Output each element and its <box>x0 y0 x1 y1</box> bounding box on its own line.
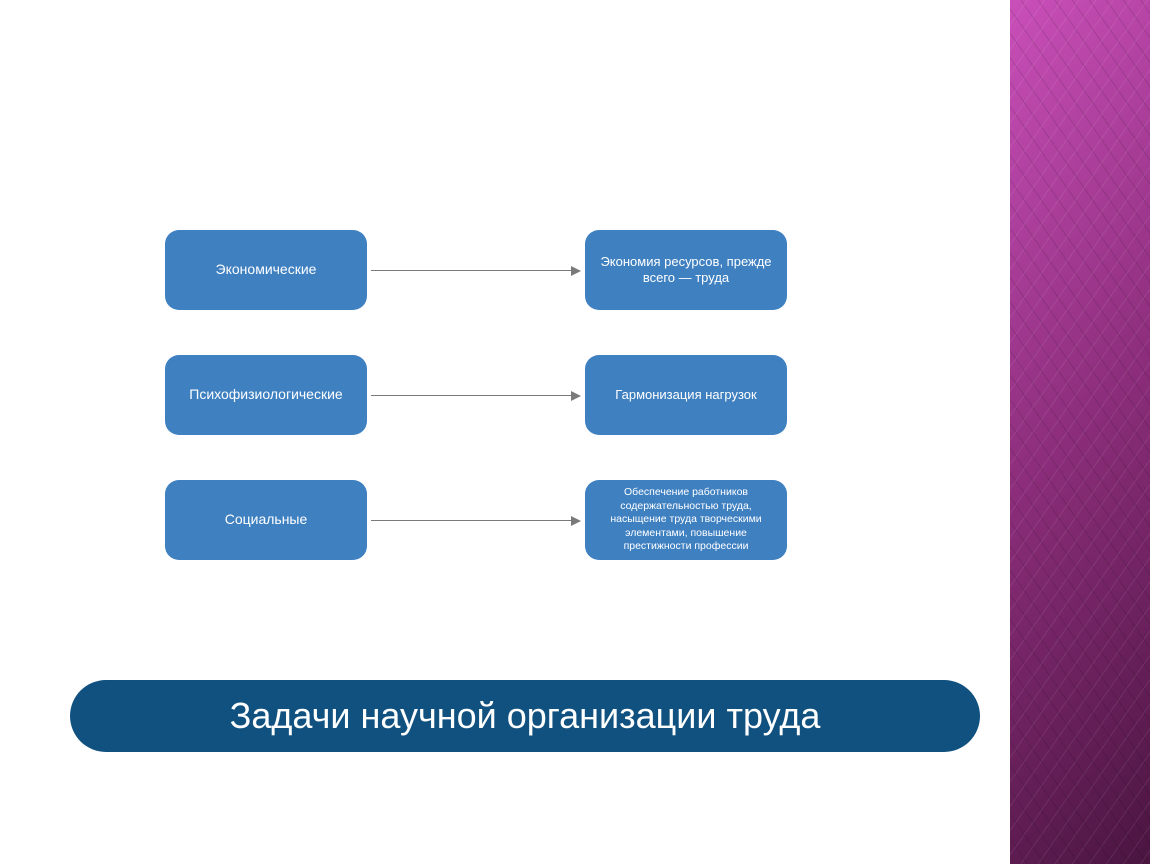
diagram-connector <box>371 270 581 271</box>
arrow-right-icon <box>571 516 581 526</box>
arrow-right-icon <box>571 391 581 401</box>
sidebar-texture <box>1010 0 1150 864</box>
diagram-box-left: Социальные <box>165 480 367 560</box>
diagram-box-right: Гармонизация нагрузок <box>585 355 787 435</box>
diagram-box-right: Экономия ресурсов, прежде всего — труда <box>585 230 787 310</box>
diagram-box-left: Психофизиологические <box>165 355 367 435</box>
connector-line <box>371 270 571 271</box>
diagram-row: Социальные Обеспечение работников содерж… <box>165 480 865 560</box>
diagram-container: Экономические Экономия ресурсов, прежде … <box>165 230 865 605</box>
diagram-row: Психофизиологические Гармонизация нагруз… <box>165 355 865 435</box>
connector-line <box>371 395 571 396</box>
diagram-connector <box>371 395 581 396</box>
arrow-right-icon <box>571 266 581 276</box>
connector-line <box>371 520 571 521</box>
diagram-box-left: Экономические <box>165 230 367 310</box>
diagram-connector <box>371 520 581 521</box>
diagram-row: Экономические Экономия ресурсов, прежде … <box>165 230 865 310</box>
slide-title: Задачи научной организации труда <box>70 680 980 752</box>
diagram-box-right: Обеспечение работников содержательностью… <box>585 480 787 560</box>
